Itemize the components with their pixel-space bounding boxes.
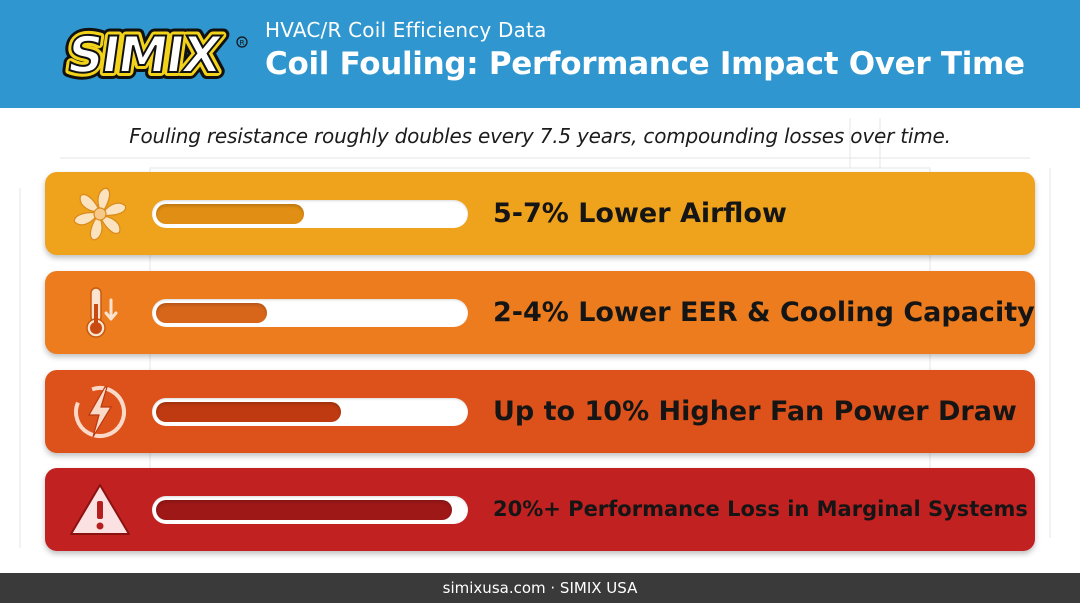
lightning-icon	[74, 386, 126, 438]
level-bar	[152, 299, 468, 327]
header-banner: SIMIX SIMIX SIMIX R HVAC/R Coil Efficien…	[0, 0, 1080, 108]
level-bar	[152, 398, 468, 426]
level-bar-fill	[156, 303, 267, 323]
impact-label: 5-7% Lower Airflow	[493, 198, 787, 229]
impact-label: Up to 10% Higher Fan Power Draw	[493, 396, 1017, 427]
level-bar	[152, 496, 468, 524]
page-title: Coil Fouling: Performance Impact Over Ti…	[265, 46, 1025, 82]
impact-label: 20%+ Performance Loss in Marginal System…	[493, 497, 1028, 521]
impact-card-eer: 2-4% Lower EER & Cooling Capacity	[45, 271, 1035, 354]
level-bar-fill	[156, 500, 452, 520]
impact-card-fan-power: Up to 10% Higher Fan Power Draw	[45, 370, 1035, 453]
simix-logo: SIMIX SIMIX SIMIX R	[57, 22, 248, 84]
footer: simixusa.com · SIMIX USA	[0, 573, 1080, 603]
svg-text:SIMIX: SIMIX	[64, 25, 225, 84]
svg-text:SIMIX: SIMIX	[64, 25, 225, 84]
level-bar-fill	[156, 204, 304, 224]
fan-icon	[73, 187, 127, 241]
impact-label: 2-4% Lower EER & Cooling Capacity	[493, 297, 1035, 328]
warning-icon	[70, 484, 130, 535]
impact-card-airflow: 5-7% Lower Airflow	[45, 172, 1035, 255]
svg-text:SIMIX: SIMIX	[64, 25, 225, 84]
header-subtitle: HVAC/R Coil Efficiency Data	[265, 18, 547, 42]
svg-text:R: R	[240, 39, 245, 47]
impact-card-performance-loss: 20%+ Performance Loss in Marginal System…	[45, 468, 1035, 551]
footer-text: simixusa.com · SIMIX USA	[442, 579, 638, 597]
thermometer-down-icon	[86, 287, 118, 338]
tagline: Fouling resistance roughly doubles every…	[129, 124, 951, 148]
level-bar-fill	[156, 402, 341, 422]
level-bar	[152, 200, 468, 228]
